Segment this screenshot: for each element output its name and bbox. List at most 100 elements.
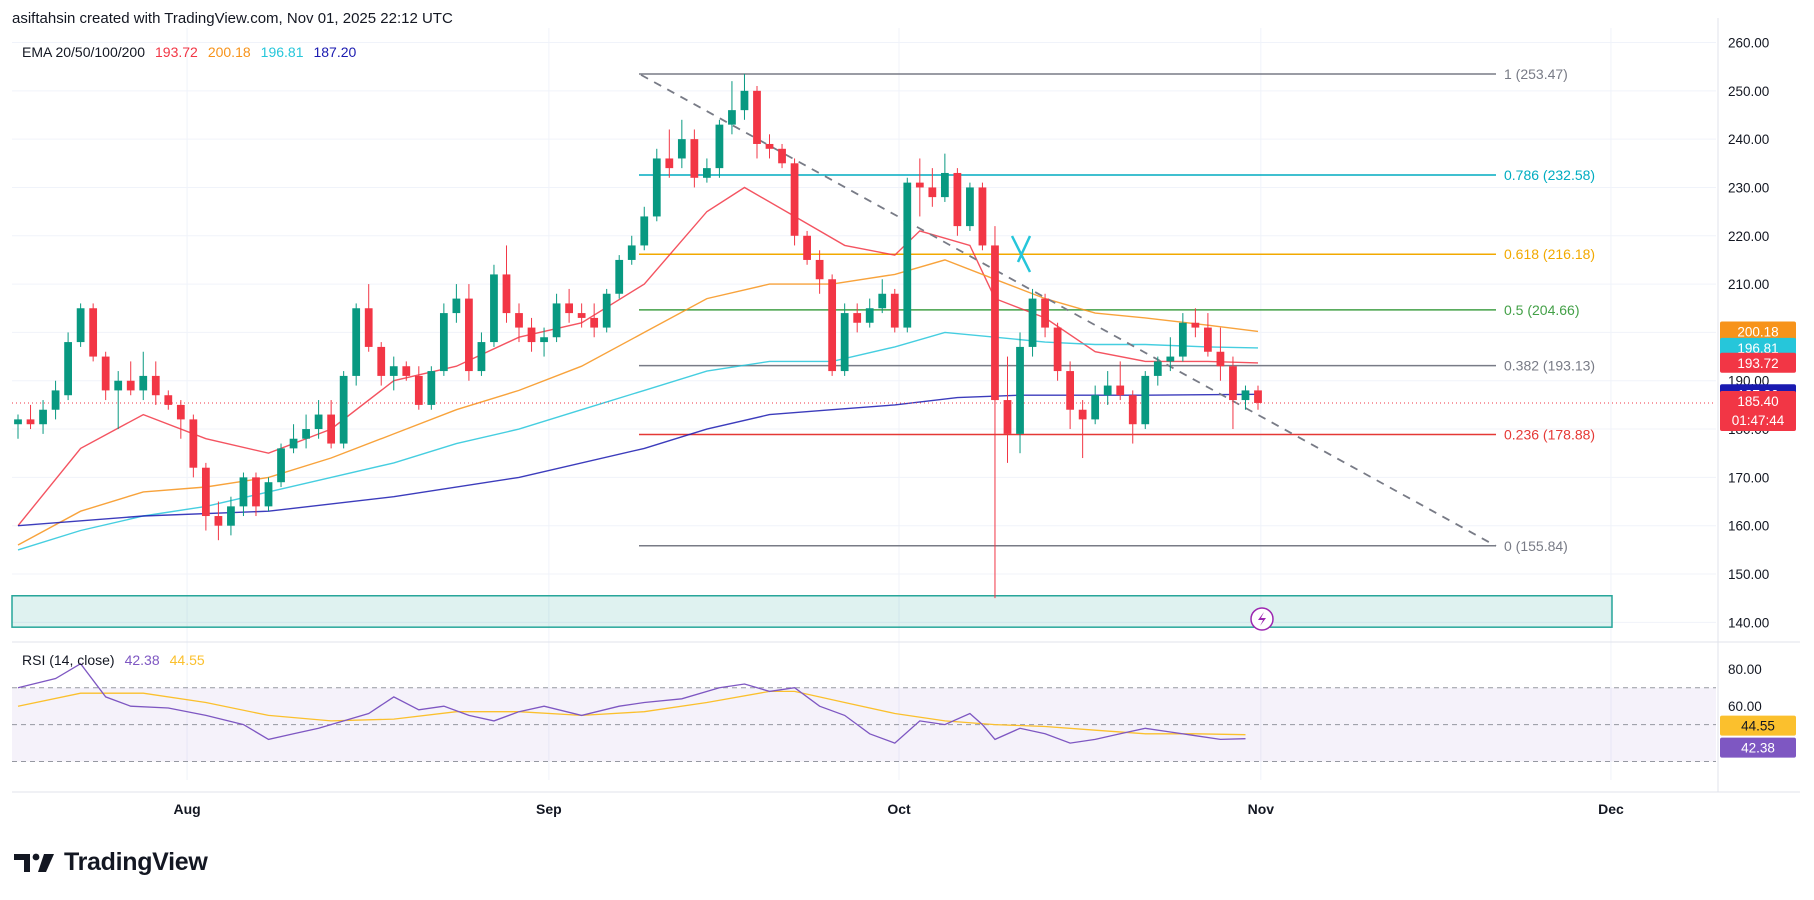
candle <box>652 148 661 222</box>
candle <box>778 143 786 169</box>
cross-marker <box>1010 235 1032 273</box>
ema-line <box>17 259 1259 546</box>
candle <box>515 303 523 343</box>
price-axis-label: 170.00 <box>1728 470 1769 485</box>
ema100-value: 196.81 <box>260 44 304 60</box>
price-badge-text: 200.18 <box>1737 325 1778 340</box>
candle <box>1128 390 1137 444</box>
candle <box>790 158 799 246</box>
candle <box>151 361 160 405</box>
fib-level-label: 1 (253.47) <box>1504 66 1568 82</box>
candle <box>1216 327 1225 381</box>
candle <box>803 230 811 265</box>
candle <box>314 400 323 439</box>
candle-body <box>201 467 210 517</box>
candle <box>991 226 999 599</box>
candle <box>978 182 987 251</box>
candle <box>540 327 548 357</box>
candle <box>352 303 361 386</box>
ema200-value: 187.20 <box>313 44 357 60</box>
rsi-legend: RSI (14, close) 42.38 44.55 <box>22 652 205 668</box>
candle-body <box>114 380 123 391</box>
candle-body <box>828 279 837 372</box>
price-axis-label: 160.00 <box>1728 519 1769 534</box>
rsi-axis-label: 80.00 <box>1728 662 1762 677</box>
candle <box>1116 361 1125 401</box>
candle <box>402 361 411 381</box>
time-axis-label: Sep <box>536 801 562 817</box>
candle <box>26 404 35 430</box>
price-axis-label: 260.00 <box>1728 35 1769 50</box>
rsi-value: 42.38 <box>124 652 160 668</box>
candle <box>878 279 887 314</box>
candle-body <box>1016 346 1024 434</box>
time-axis: Aug Sep Oct Nov Dec <box>173 801 1624 817</box>
candle <box>1153 356 1162 386</box>
candle <box>389 356 398 391</box>
candle-body <box>978 187 987 246</box>
price-axis-label: 240.00 <box>1728 132 1769 147</box>
candle <box>139 351 148 401</box>
candle-body <box>865 308 874 323</box>
candle <box>339 371 348 449</box>
candle-body <box>915 182 924 188</box>
candle-body <box>1003 400 1012 434</box>
candle-body <box>139 375 148 391</box>
time-axis-label: Oct <box>887 801 911 817</box>
candle <box>364 284 373 352</box>
candle-body <box>740 90 749 111</box>
price-badge <box>1720 352 1796 373</box>
candle-body <box>853 313 862 323</box>
candle-body <box>991 245 999 401</box>
candle <box>176 400 185 439</box>
time-axis-label: Aug <box>173 801 200 817</box>
candle-body <box>803 235 811 260</box>
candle <box>527 317 536 352</box>
rsi-ma-value: 44.55 <box>169 652 205 668</box>
price-badge <box>1720 321 1796 342</box>
candle <box>565 288 573 323</box>
candle <box>214 501 223 541</box>
candle <box>490 264 498 347</box>
candle <box>201 462 210 531</box>
candle <box>101 351 110 401</box>
candle-body <box>1241 390 1250 401</box>
candle-body <box>728 110 736 125</box>
candle <box>414 366 423 410</box>
candle-body <box>928 187 937 198</box>
candle-body <box>465 298 473 372</box>
candle-body <box>214 516 223 526</box>
annotations <box>1010 235 1274 631</box>
candle-body <box>264 482 273 507</box>
candle <box>1078 400 1087 459</box>
candle-body <box>1166 356 1175 362</box>
candle-body <box>176 404 185 420</box>
candle-body <box>577 313 586 318</box>
candle-body <box>1254 390 1262 403</box>
candle-body <box>89 308 98 357</box>
candle-body <box>364 308 373 347</box>
downtrend-line <box>12 74 1716 547</box>
candle-body <box>590 317 599 328</box>
candle <box>966 182 974 231</box>
candle <box>1254 385 1262 410</box>
candle <box>640 206 649 251</box>
candle-body <box>1141 375 1150 425</box>
gridlines <box>12 18 1800 793</box>
candle <box>828 274 837 376</box>
candle-body <box>627 245 636 260</box>
candle <box>627 235 636 265</box>
candle-body <box>1091 395 1100 420</box>
fibonacci-retracement: 1 (253.47) 0.786 (232.58) 0.618 (216.18) 0.… <box>639 66 1595 554</box>
candle <box>289 424 298 454</box>
candle-body <box>677 139 686 159</box>
candle <box>590 303 599 338</box>
rsi-line <box>17 662 1246 744</box>
candle-body <box>840 313 849 372</box>
fib-level-label: 0 (155.84) <box>1504 538 1568 554</box>
candle-body <box>940 172 949 198</box>
candle <box>51 380 60 420</box>
candle-body <box>302 429 310 439</box>
time-axis-label: Nov <box>1248 801 1275 817</box>
